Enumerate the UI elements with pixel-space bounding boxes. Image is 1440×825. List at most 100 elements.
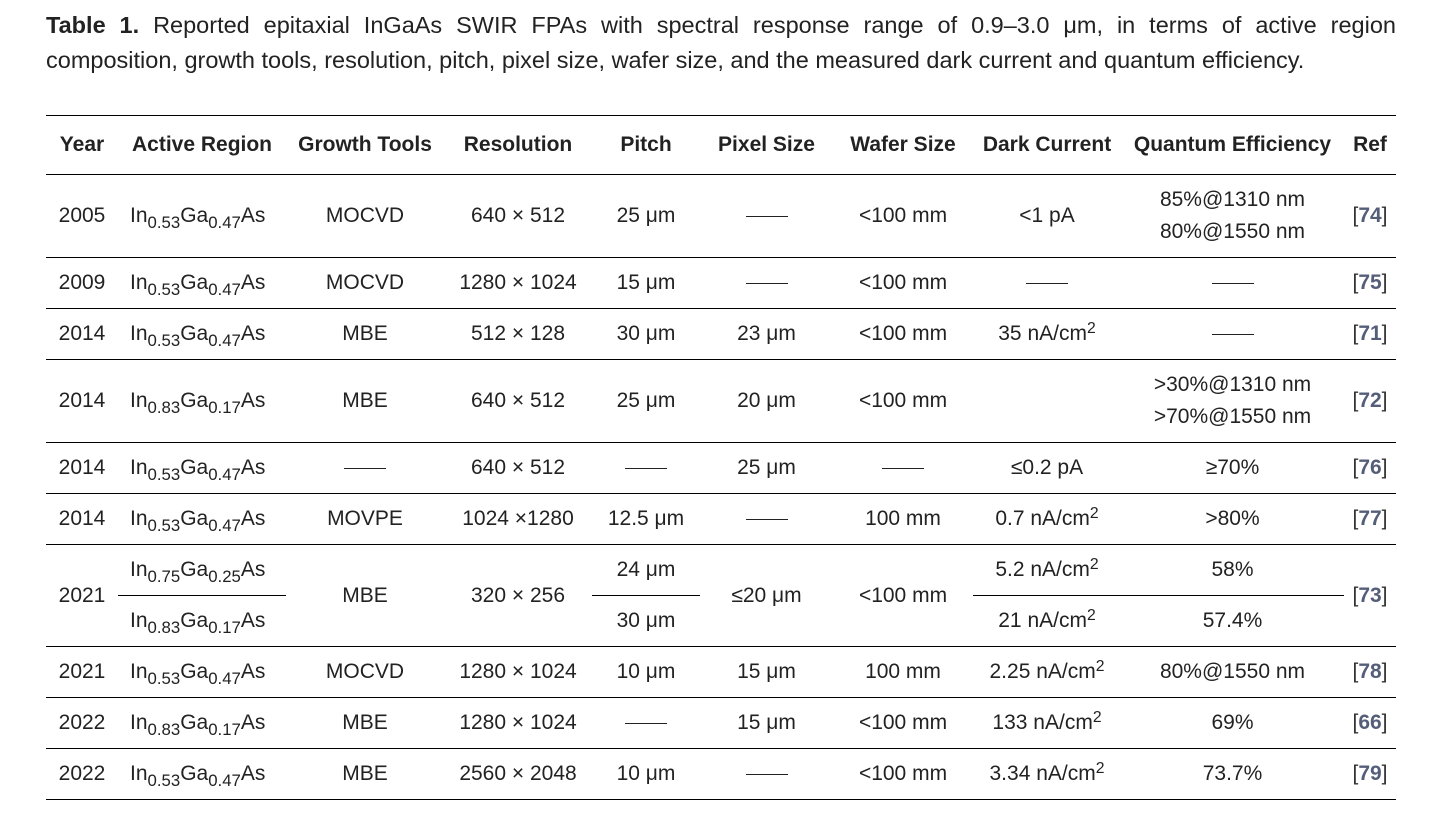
dash-mark xyxy=(745,215,788,217)
cell-resolution: 640 × 512 xyxy=(444,174,592,258)
ref-bracket-open: [ xyxy=(1352,583,1359,607)
element-in: In xyxy=(130,456,148,479)
in-fraction: 0.83 xyxy=(147,617,181,637)
element-ga: Ga xyxy=(180,660,209,683)
cell-dark-current: 3.34 nA/cm2 xyxy=(973,748,1121,800)
in-fraction: 0.53 xyxy=(147,212,181,232)
cell-value: MBE xyxy=(342,711,388,734)
dark-current-value: 3.34 nA/cm xyxy=(989,762,1096,785)
ref-bracket-close: ] xyxy=(1381,322,1388,345)
cell-pixel-size: 20 μm xyxy=(700,359,833,443)
qe-line-1: >30%@1310 nm xyxy=(1153,373,1312,396)
ref-bracket-open: [ xyxy=(1352,711,1359,734)
element-in: In xyxy=(130,660,148,683)
element-in: In xyxy=(130,711,148,734)
ref-link[interactable]: 73 xyxy=(1358,583,1382,607)
cell-value: <100 mm xyxy=(858,322,948,345)
superscript-2: 2 xyxy=(1089,555,1099,573)
ref-bracket-close: ] xyxy=(1381,583,1388,607)
cell-pixel-size: ≤20 μm xyxy=(700,544,833,647)
cell-pixel-size: 15 μm xyxy=(700,697,833,749)
cell-ref: [73] xyxy=(1344,544,1396,647)
cell-dark-current: 2.25 nA/cm2 xyxy=(973,646,1121,698)
cell-value: 57.4% xyxy=(1202,609,1263,632)
cell-value: 58% xyxy=(1211,558,1254,581)
cell-growth-tools: MOCVD xyxy=(286,646,444,698)
dash-mark xyxy=(745,773,788,775)
ref-link[interactable]: 72 xyxy=(1358,389,1382,412)
element-ga: Ga xyxy=(180,558,209,581)
cell-growth-tools: MBE xyxy=(286,697,444,749)
cell-wafer-size: <100 mm xyxy=(833,359,973,443)
ref-link[interactable]: 75 xyxy=(1358,271,1382,294)
cell-value: <100 mm xyxy=(858,583,948,607)
dash-mark xyxy=(745,282,788,284)
header-pixel-size: Pixel Size xyxy=(700,115,833,175)
cell-value: 1024 ×1280 xyxy=(462,507,574,530)
dash-mark xyxy=(625,722,667,724)
cell-quantum-efficiency: 85%@1310 nm 80%@1550 nm xyxy=(1121,174,1344,258)
superscript-2: 2 xyxy=(1086,319,1096,337)
cell-value: 80%@1550 nm xyxy=(1159,660,1306,683)
header-year: Year xyxy=(46,115,118,175)
dark-current-value: 2.25 nA/cm xyxy=(989,660,1096,683)
cell-active-region: In0.83Ga0.17As xyxy=(118,697,286,749)
dark-current-value: 5.2 nA/cm xyxy=(995,558,1090,581)
cell-growth-tools: MOCVD xyxy=(286,257,444,309)
cell-pitch xyxy=(592,697,700,749)
table-label: Table 1. xyxy=(46,12,140,38)
cell-value: ≥70% xyxy=(1205,456,1260,479)
cell-value: 25 μm xyxy=(616,389,676,412)
cell-active-region: In0.75Ga0.25As xyxy=(118,544,286,596)
cell-dark-current: 0.7 nA/cm2 xyxy=(973,493,1121,545)
ref-bracket-open: [ xyxy=(1352,204,1359,227)
dash-mark xyxy=(745,518,788,520)
cell-ref: [79] xyxy=(1344,748,1396,800)
cell-resolution: 1280 × 1024 xyxy=(444,257,592,309)
ref-bracket-open: [ xyxy=(1352,507,1359,530)
in-fraction: 0.53 xyxy=(147,464,181,484)
cell-value: 69% xyxy=(1211,711,1254,734)
ref-link[interactable]: 79 xyxy=(1358,762,1382,785)
cell-quantum-efficiency: 69% xyxy=(1121,697,1344,749)
dash-mark xyxy=(625,467,667,469)
ref-link[interactable]: 78 xyxy=(1358,660,1382,683)
in-fraction: 0.53 xyxy=(147,770,181,790)
cell-pitch: 25 μm xyxy=(592,174,700,258)
element-in: In xyxy=(130,507,148,530)
cell-dark-current: 35 nA/cm2 xyxy=(973,308,1121,360)
cell-ref: [76] xyxy=(1344,442,1396,494)
header-dark-current: Dark Current xyxy=(973,115,1121,175)
cell-pitch: 24 μm xyxy=(592,544,700,596)
in-fraction: 0.75 xyxy=(147,566,181,586)
ga-fraction: 0.17 xyxy=(208,397,241,417)
cell-value: MBE xyxy=(342,762,388,785)
element-in: In xyxy=(130,389,148,412)
ga-fraction: 0.17 xyxy=(208,719,241,739)
superscript-2: 2 xyxy=(1095,657,1105,675)
cell-pixel-size: 15 μm xyxy=(700,646,833,698)
ga-fraction: 0.17 xyxy=(208,617,241,637)
table-row: 2005 In0.53Ga0.47As MOCVD 640 × 512 25 μm <10… xyxy=(46,174,1396,258)
cell-pixel-size xyxy=(700,174,833,258)
cell-resolution: 640 × 512 xyxy=(444,359,592,443)
ref-link[interactable]: 74 xyxy=(1358,204,1382,227)
cell-value: 24 μm xyxy=(616,558,676,581)
dark-current-value: ≤0.2 pA xyxy=(1010,456,1084,479)
element-in: In xyxy=(130,271,148,294)
dark-current-value: 21 nA/cm xyxy=(998,609,1087,632)
superscript-2: 2 xyxy=(1095,759,1105,777)
ref-link[interactable]: 77 xyxy=(1358,507,1382,530)
cell-resolution: 1280 × 1024 xyxy=(444,646,592,698)
cell-wafer-size: <100 mm xyxy=(833,697,973,749)
cell-value: MBE xyxy=(342,322,388,345)
header-growth-tools: Growth Tools xyxy=(286,115,444,175)
cell-wafer-size: <100 mm xyxy=(833,544,973,647)
cell-value: 25 μm xyxy=(737,456,796,479)
table-row: 2021 In0.75Ga0.25As MBE 320 × 256 24 μm ≤20 μ… xyxy=(46,544,1396,647)
cell-value: 1280 × 1024 xyxy=(459,271,577,294)
ref-link[interactable]: 76 xyxy=(1358,456,1382,479)
ref-link[interactable]: 71 xyxy=(1358,322,1382,345)
ref-link[interactable]: 66 xyxy=(1358,711,1382,734)
cell-wafer-size: <100 mm xyxy=(833,748,973,800)
